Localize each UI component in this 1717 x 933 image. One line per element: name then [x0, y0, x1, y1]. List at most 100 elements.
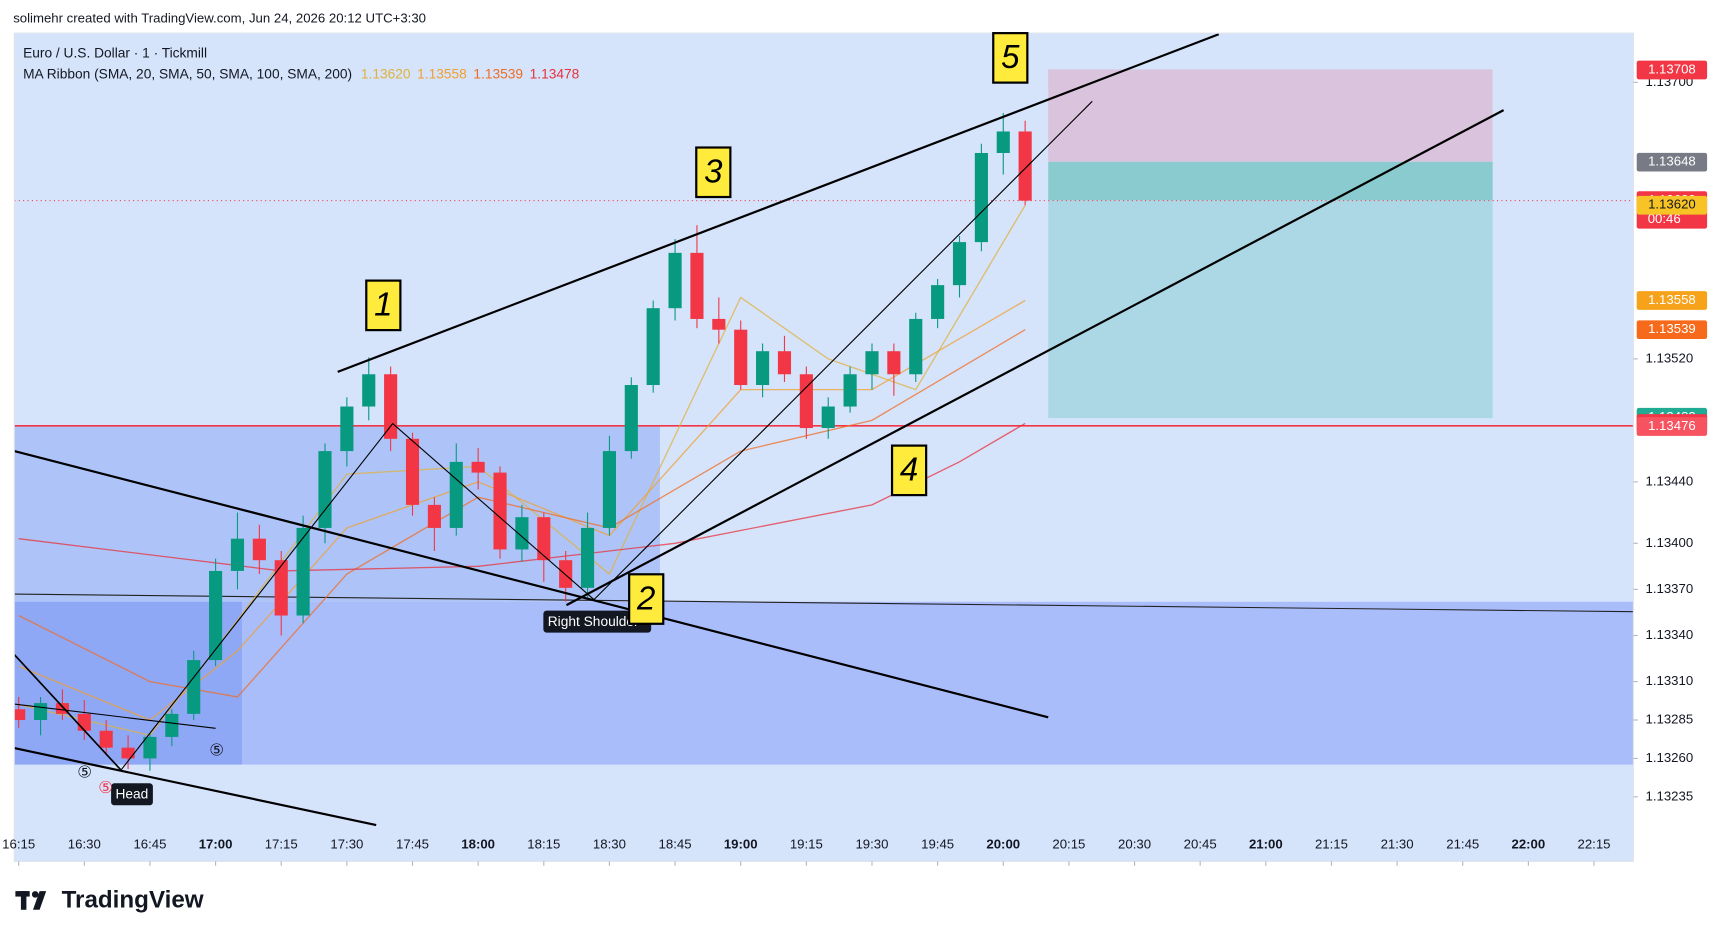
candle-body [230, 538, 245, 571]
candle-body [602, 451, 616, 528]
y-tick-label: 1.13235 [1646, 788, 1694, 803]
price-tag [1636, 291, 1708, 310]
x-tick-label: 16:15 [2, 836, 35, 851]
trend-line [14, 703, 216, 729]
price-tag [1636, 417, 1708, 436]
trend-line [14, 654, 122, 771]
wave-label: 2 [636, 579, 655, 616]
pattern-label-text: Right Shoulder [548, 614, 639, 629]
candle-body [756, 351, 770, 386]
wave-marker: ⑤ [98, 779, 113, 797]
logo-shape [20, 891, 27, 910]
caption: solimehr created with TradingView.com, J… [13, 10, 426, 25]
y-tick-label: 1.13260 [1646, 750, 1694, 765]
candle-body [77, 713, 91, 731]
candle-body [887, 351, 901, 375]
candle-body [909, 318, 923, 375]
x-tick-label: 21:30 [1381, 836, 1414, 851]
wave-marker: ⑤ [77, 764, 92, 782]
candle-body [843, 374, 857, 407]
pattern-label-box [111, 783, 153, 806]
x-tick-label: 18:00 [461, 836, 495, 851]
candle-body [340, 406, 354, 452]
candle-body [384, 374, 398, 439]
logo-shape [32, 891, 47, 910]
x-tick-label: 20:30 [1118, 836, 1151, 851]
legend-value: 1.13558 [417, 67, 467, 82]
candle-body [1018, 131, 1032, 201]
candle-body [580, 527, 595, 588]
candle-body [646, 308, 660, 386]
legend-value: 1.13620 [361, 67, 411, 82]
candle-body [952, 242, 967, 286]
x-tick-label: 17:00 [199, 836, 233, 851]
plot-area [14, 33, 1634, 862]
x-tick-label: 19:45 [921, 836, 954, 851]
trend-line [14, 450, 1049, 719]
price-tag-label: 1.13558 [1648, 292, 1696, 307]
candle-body [274, 560, 288, 616]
x-tick-label: 19:15 [790, 836, 823, 851]
y-tick-label: 1.13310 [1646, 673, 1694, 688]
trend-line [593, 100, 1093, 600]
candle-body [799, 374, 813, 429]
price-tag [1636, 60, 1708, 80]
chart-title: Euro / U.S. Dollar · 1 · Tickmill [23, 46, 207, 61]
x-tick-label: 19:00 [724, 836, 758, 851]
wave-box [695, 146, 732, 199]
wave-box [890, 444, 928, 497]
x-tick-label: 20:00 [986, 836, 1020, 851]
price-tag [1636, 152, 1708, 172]
x-tick-label: 22:15 [1578, 836, 1611, 851]
trend-line [337, 33, 1220, 373]
candle-body [515, 517, 529, 550]
x-tick-label: 17:15 [265, 836, 298, 851]
candle-body [777, 351, 792, 375]
wave-label: 4 [900, 451, 918, 488]
candle-body [55, 703, 69, 714]
x-tick-label: 16:30 [68, 836, 101, 851]
x-tick-label: 16:45 [133, 836, 166, 851]
zone [14, 601, 1634, 765]
candle-body [559, 560, 573, 588]
logo-shape [31, 891, 39, 898]
candle-body [14, 709, 26, 721]
indicator-name: MA Ribbon (SMA, 20, SMA, 50, SMA, 100, S… [23, 67, 352, 82]
candle-body [821, 406, 835, 429]
legend-value: 1.13539 [473, 67, 523, 82]
x-tick-label: 21:00 [1249, 836, 1283, 851]
candle-body [427, 504, 441, 528]
price-tag [1636, 320, 1708, 340]
candle-body [121, 747, 135, 759]
legend-value: 1.13478 [530, 67, 580, 82]
candle-body [449, 461, 463, 528]
candle-body [318, 451, 332, 528]
zone [14, 425, 660, 602]
candle-body [187, 660, 201, 714]
y-tick-label: 1.13285 [1646, 711, 1694, 726]
y-tick-label: 1.13520 [1646, 350, 1694, 365]
x-tick-label: 20:15 [1052, 836, 1085, 851]
y-tick-label: 1.13400 [1646, 535, 1694, 550]
wave-box [628, 573, 665, 625]
brand: TradingView [62, 886, 204, 913]
wave-marker: ⑤ [209, 742, 224, 760]
candle-body [296, 527, 310, 616]
candle-body [974, 152, 988, 243]
pattern-line [120, 422, 595, 771]
wave-label: 3 [704, 153, 723, 190]
plot-border [13, 32, 1634, 862]
candle-body [33, 703, 48, 721]
price-tag-label: 1.13620 [1648, 197, 1696, 212]
brand-logo: TradingView [15, 886, 204, 913]
wave-box [365, 279, 402, 332]
pattern-label-text: Head [115, 786, 148, 801]
x-tick-label: 21:15 [1315, 836, 1348, 851]
wave-box [992, 32, 1029, 84]
y-tick-label: 1.13440 [1646, 473, 1694, 488]
price-tag-label: 1.13476 [1648, 418, 1696, 433]
candle-body [931, 285, 945, 319]
candle-body [624, 385, 638, 452]
price-tag-label: 1.13648 [1648, 154, 1696, 169]
candle-body [99, 730, 113, 748]
